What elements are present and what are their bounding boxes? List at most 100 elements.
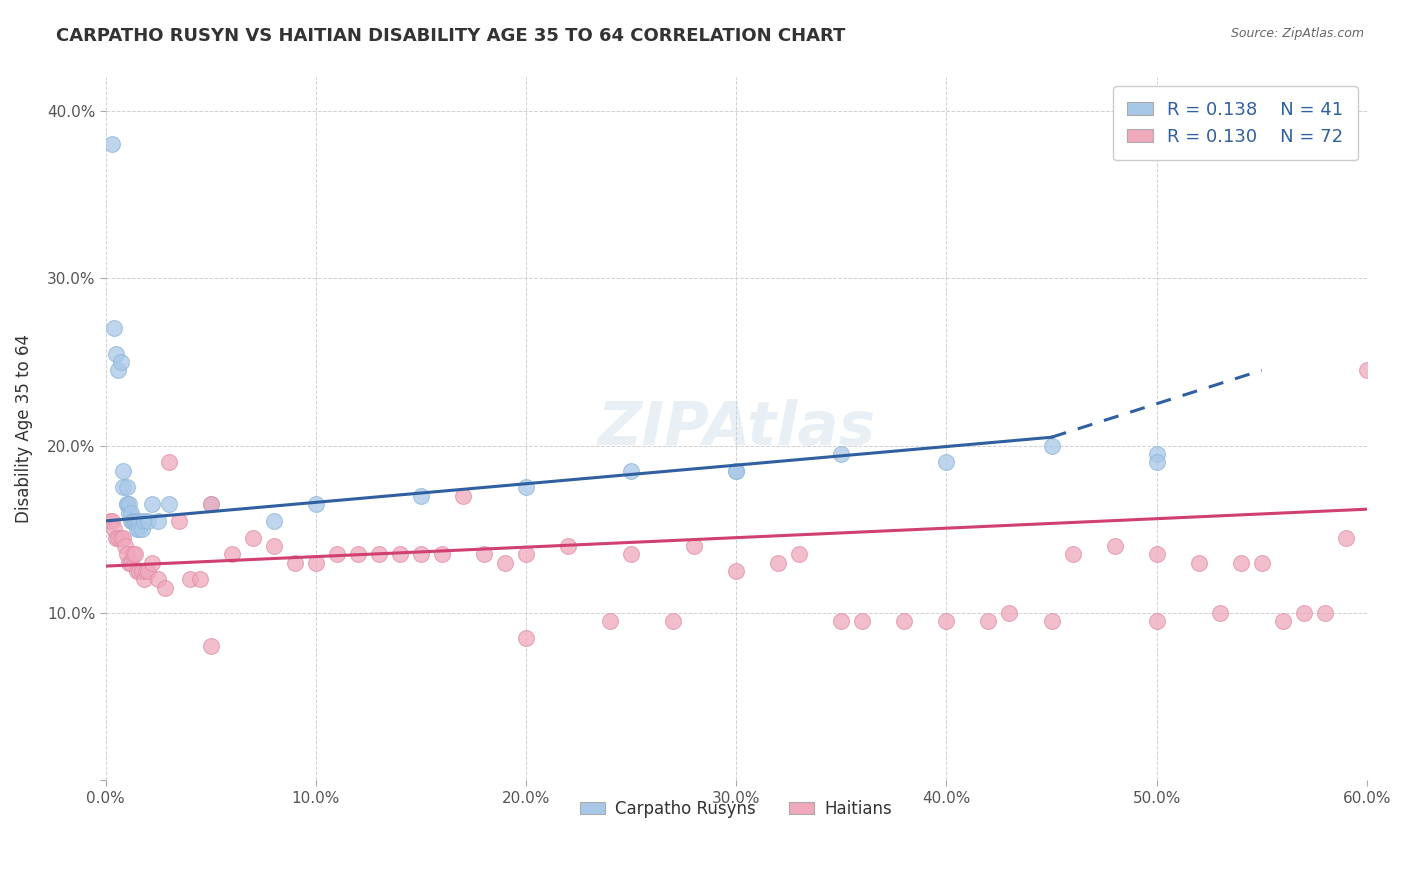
Point — [115, 497, 138, 511]
Point — [515, 631, 537, 645]
Point — [620, 548, 643, 562]
Point — [107, 531, 129, 545]
Point — [768, 556, 790, 570]
Point — [153, 581, 176, 595]
Point — [1334, 531, 1357, 545]
Point — [599, 615, 621, 629]
Point — [1313, 606, 1336, 620]
Point — [179, 573, 201, 587]
Point — [326, 548, 349, 562]
Point — [1146, 455, 1168, 469]
Text: Source: ZipAtlas.com: Source: ZipAtlas.com — [1230, 27, 1364, 40]
Point — [305, 556, 328, 570]
Point — [148, 514, 170, 528]
Point — [118, 497, 141, 511]
Point — [409, 548, 432, 562]
Point — [1146, 615, 1168, 629]
Point — [494, 556, 516, 570]
Point — [200, 640, 222, 654]
Point — [122, 514, 145, 528]
Point — [725, 464, 748, 478]
Point — [935, 615, 957, 629]
Point — [409, 489, 432, 503]
Legend: Carpatho Rusyns, Haitians: Carpatho Rusyns, Haitians — [574, 793, 898, 825]
Point — [101, 514, 124, 528]
Point — [105, 346, 128, 360]
Point — [620, 464, 643, 478]
Point — [141, 497, 163, 511]
Point — [347, 548, 370, 562]
Point — [221, 548, 243, 562]
Point — [114, 539, 136, 553]
Point — [110, 355, 132, 369]
Point — [515, 548, 537, 562]
Point — [851, 615, 873, 629]
Point — [136, 564, 159, 578]
Point — [115, 497, 138, 511]
Point — [132, 514, 155, 528]
Point — [515, 480, 537, 494]
Point — [1062, 548, 1084, 562]
Point — [200, 497, 222, 511]
Point — [1146, 447, 1168, 461]
Point — [107, 363, 129, 377]
Point — [368, 548, 391, 562]
Point — [1104, 539, 1126, 553]
Point — [135, 564, 157, 578]
Point — [998, 606, 1021, 620]
Point — [127, 514, 149, 528]
Point — [128, 522, 150, 536]
Point — [120, 506, 142, 520]
Point — [157, 497, 180, 511]
Point — [725, 464, 748, 478]
Point — [725, 564, 748, 578]
Point — [124, 514, 146, 528]
Point — [141, 556, 163, 570]
Point — [131, 564, 153, 578]
Point — [111, 464, 134, 478]
Point — [1208, 606, 1230, 620]
Point — [128, 564, 150, 578]
Point — [472, 548, 495, 562]
Point — [789, 548, 811, 562]
Point — [284, 556, 307, 570]
Point — [1040, 439, 1063, 453]
Point — [190, 573, 212, 587]
Point — [977, 615, 1000, 629]
Point — [1146, 548, 1168, 562]
Point — [115, 480, 138, 494]
Point — [169, 514, 191, 528]
Point — [131, 522, 153, 536]
Point — [157, 455, 180, 469]
Point — [389, 548, 412, 562]
Point — [124, 548, 146, 562]
Point — [148, 573, 170, 587]
Point — [830, 615, 852, 629]
Point — [305, 497, 328, 511]
Point — [120, 556, 142, 570]
Point — [1250, 556, 1272, 570]
Point — [98, 514, 121, 528]
Point — [935, 455, 957, 469]
Point — [242, 531, 264, 545]
Point — [136, 514, 159, 528]
Point — [1355, 363, 1378, 377]
Point — [128, 514, 150, 528]
Point — [1188, 556, 1211, 570]
Point — [111, 480, 134, 494]
Point — [103, 522, 125, 536]
Point — [132, 573, 155, 587]
Point — [1271, 615, 1294, 629]
Point — [105, 531, 128, 545]
Point — [1229, 556, 1251, 570]
Point — [430, 548, 453, 562]
Point — [103, 321, 125, 335]
Point — [118, 556, 141, 570]
Point — [1292, 606, 1315, 620]
Point — [263, 514, 285, 528]
Point — [120, 514, 142, 528]
Point — [111, 531, 134, 545]
Point — [122, 548, 145, 562]
Point — [683, 539, 706, 553]
Text: CARPATHO RUSYN VS HAITIAN DISABILITY AGE 35 TO 64 CORRELATION CHART: CARPATHO RUSYN VS HAITIAN DISABILITY AGE… — [56, 27, 845, 45]
